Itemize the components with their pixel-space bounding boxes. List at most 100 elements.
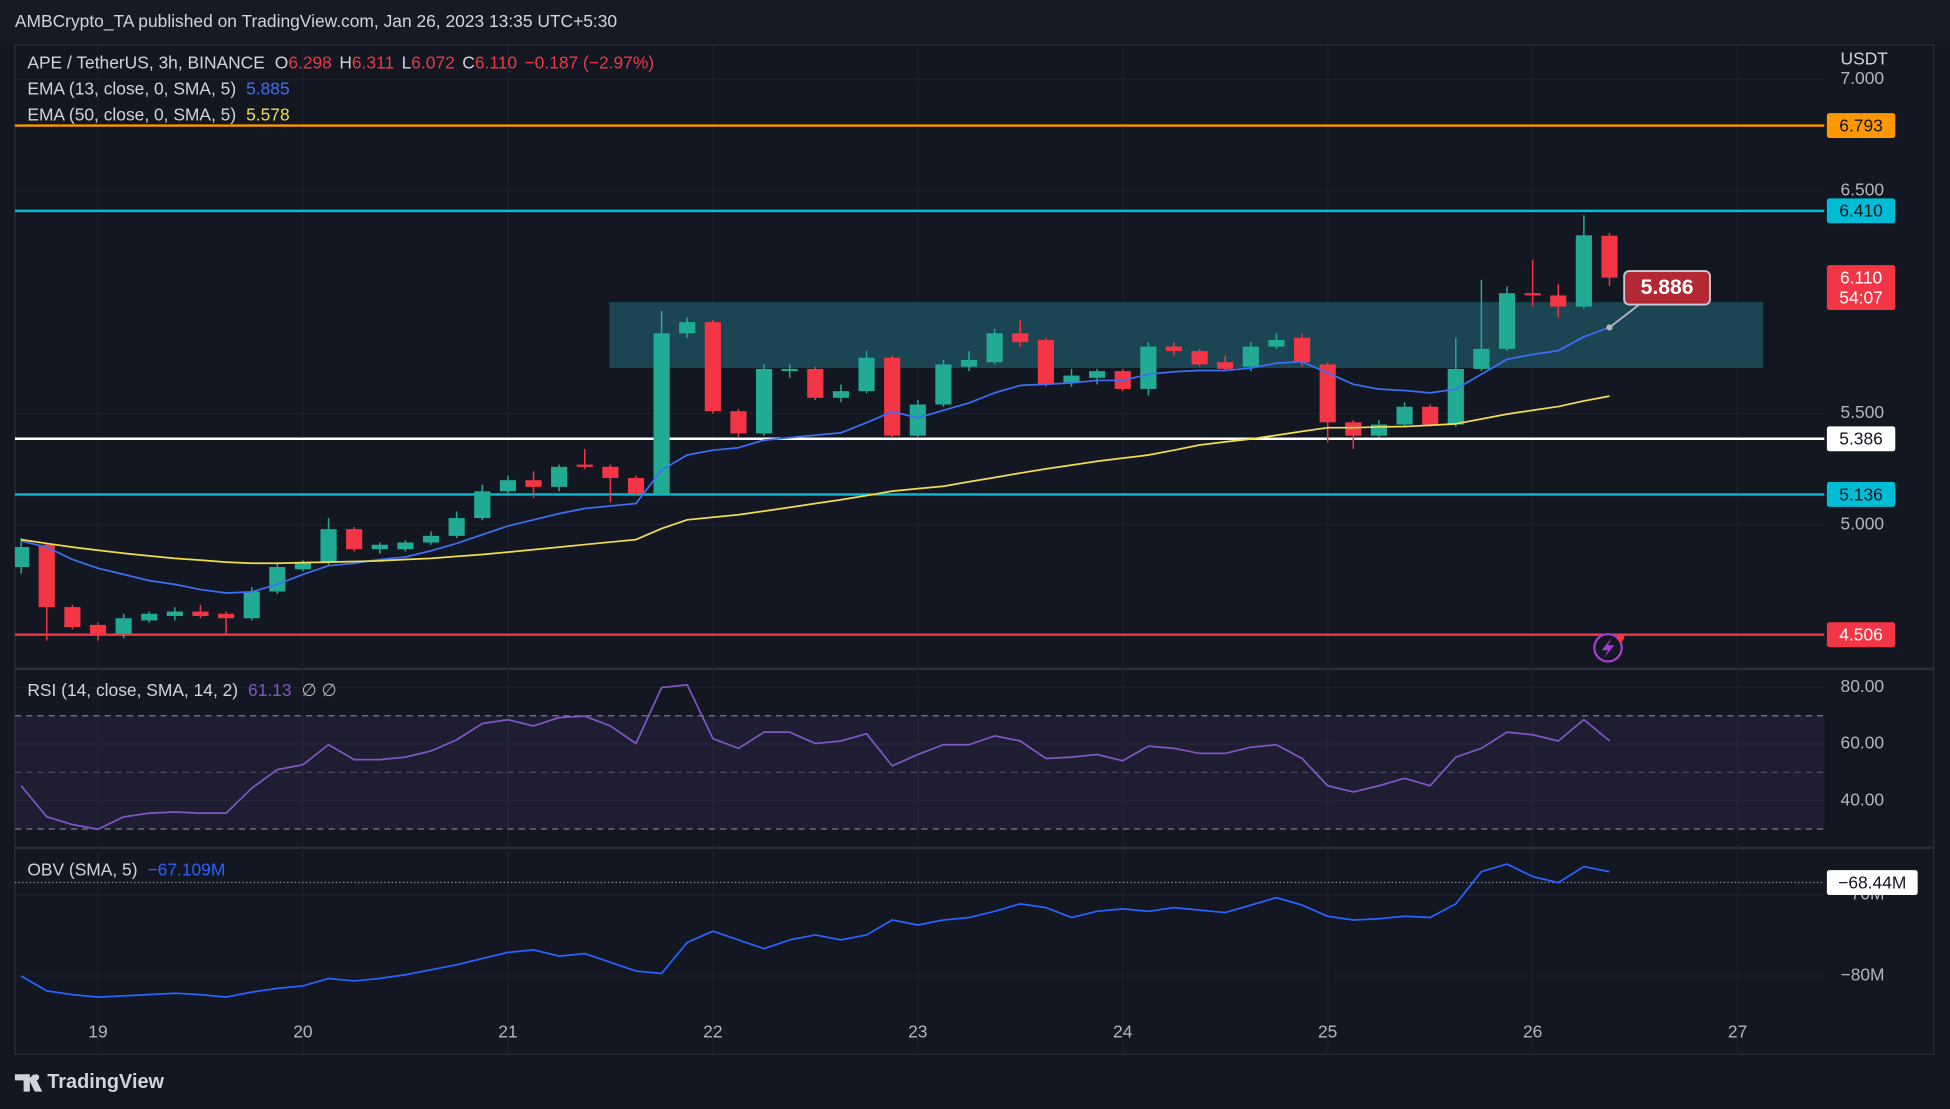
candle-body — [1217, 362, 1234, 369]
y-tick-label: 80.00 — [1841, 676, 1885, 696]
legend-line: EMA (50, close, 0, SMA, 5) 5.578 — [27, 104, 289, 124]
y-tick-label: 7.000 — [1841, 68, 1885, 88]
candle-body — [576, 464, 593, 467]
candle-body — [1319, 364, 1336, 423]
ohlc-value: 6.298 — [288, 52, 332, 72]
candle-body — [1063, 375, 1080, 383]
y-tick-label: −80M — [1841, 965, 1885, 985]
candle-body — [371, 544, 388, 550]
candle-body — [679, 322, 696, 334]
candle-body — [1242, 346, 1259, 367]
legends: APE / TetherUS, 3h, BINANCE O6.298 H6.311 L… — [27, 52, 654, 879]
x-tick-label: 25 — [1318, 1022, 1337, 1042]
brand-name[interactable]: TradingView — [47, 1071, 164, 1093]
y-tick-label: 40.00 — [1841, 789, 1885, 809]
candle-body — [166, 611, 183, 616]
candle-body — [551, 466, 568, 487]
level-label: 6.410 — [1839, 201, 1883, 221]
y-tick-label: 5.500 — [1841, 402, 1885, 422]
x-tick-label: 21 — [498, 1022, 517, 1042]
legend-line: APE / TetherUS, 3h, BINANCE O6.298 H6.311 L… — [27, 52, 654, 72]
callout-anchor — [1606, 324, 1613, 331]
x-tick-label: 20 — [293, 1022, 312, 1042]
callout-label: 5.886 — [1641, 276, 1694, 299]
candle-body — [1601, 235, 1618, 278]
footer[interactable]: TradingView — [14, 1071, 165, 1093]
candle-body — [755, 368, 773, 434]
candle-body — [1191, 351, 1208, 365]
candle-body — [115, 618, 132, 634]
candle-body — [1524, 293, 1541, 296]
plot-area — [14, 124, 1825, 998]
candle-body — [192, 611, 209, 616]
ema-line — [20, 326, 1610, 594]
candle-body — [627, 477, 645, 494]
candle-body — [1012, 333, 1029, 343]
indicator-value: −67.109M — [147, 859, 225, 879]
legend-line: EMA (13, close, 0, SMA, 5) 5.885 — [27, 78, 289, 98]
ohlc-key: L — [402, 52, 412, 72]
series-value: 5.578 — [246, 104, 290, 124]
candle-body — [346, 529, 363, 550]
candle-body — [909, 404, 926, 436]
callout-connector — [1608, 303, 1640, 329]
x-tick-label: 23 — [908, 1022, 927, 1042]
candle-body — [1370, 424, 1388, 436]
candle-body — [602, 466, 619, 478]
candle-body — [499, 480, 516, 492]
series-value: 5.885 — [246, 78, 290, 98]
x-tick-label: 19 — [88, 1022, 107, 1042]
candle-body — [474, 491, 491, 519]
candle-body — [38, 544, 55, 608]
ohlc-value: 6.072 — [411, 52, 455, 72]
candle-body — [960, 359, 978, 367]
alert-dot — [1616, 634, 1625, 642]
indicator-line — [20, 863, 1610, 998]
ema-line — [21, 395, 1610, 565]
axes: 19 20 21 22 23 24 25 26 27 7.000 6.500 5.500 5.000 80… — [88, 48, 1918, 1042]
candle-body — [858, 357, 875, 392]
zone-box — [609, 302, 1764, 368]
indicator-extra: ∅ ∅ — [302, 680, 337, 700]
change: −0.187 (−2.97%) — [525, 52, 655, 72]
alert-icon[interactable] — [1593, 632, 1625, 663]
candle-body — [64, 607, 81, 628]
indicator-line — [20, 684, 1611, 831]
alert-bolt — [1601, 637, 1615, 658]
level-label: 4.506 — [1839, 625, 1883, 645]
level-label-box — [1826, 198, 1896, 224]
x-tick-label: 26 — [1523, 1022, 1542, 1042]
y-tick-label: 60.00 — [1841, 733, 1885, 753]
header-bar — [0, 0, 1950, 43]
level-label: 6.793 — [1839, 115, 1883, 135]
candle-body — [1575, 235, 1592, 307]
series-name: EMA (13, close, 0, SMA, 5) — [27, 78, 236, 98]
candle-body — [1473, 348, 1490, 369]
candle-body — [14, 546, 30, 568]
grid — [14, 44, 1825, 1055]
x-tick-label: 27 — [1728, 1022, 1747, 1042]
candle-body — [884, 357, 901, 436]
x-tick-label: 24 — [1113, 1022, 1133, 1042]
candle-body — [89, 624, 107, 634]
series-name: EMA (50, close, 0, SMA, 5) — [27, 104, 236, 124]
last-price-box — [1826, 265, 1896, 310]
candle-body — [1293, 337, 1311, 363]
candle-body — [832, 391, 850, 398]
candle-body — [141, 613, 158, 621]
candle-body — [243, 591, 260, 619]
indicator-title: OBV (SMA, 5) — [27, 859, 137, 879]
ohlc-key: O — [275, 52, 289, 72]
candle-body — [1089, 371, 1106, 378]
callout-box — [1623, 270, 1711, 306]
ohlc-key: H — [339, 52, 352, 72]
candle-body — [986, 333, 1003, 363]
y-tick-label: 6.500 — [1841, 179, 1885, 199]
candle-body — [935, 364, 952, 405]
candle-body — [1345, 422, 1362, 436]
level-label: 5.136 — [1839, 484, 1883, 504]
candle-body — [1422, 406, 1439, 425]
